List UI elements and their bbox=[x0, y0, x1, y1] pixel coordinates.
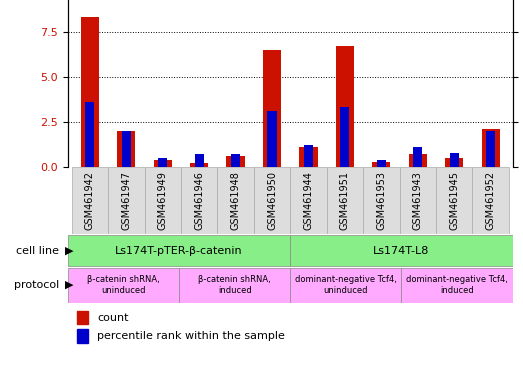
Text: β-catenin shRNA,
induced: β-catenin shRNA, induced bbox=[198, 275, 271, 295]
Bar bbox=[472, 167, 509, 234]
Text: dominant-negative Tcf4,
uninduced: dominant-negative Tcf4, uninduced bbox=[295, 275, 397, 295]
Bar bbox=[158, 158, 167, 167]
Bar bbox=[377, 160, 386, 167]
Text: GSM461953: GSM461953 bbox=[377, 171, 386, 230]
Bar bbox=[231, 154, 240, 167]
Text: GSM461946: GSM461946 bbox=[194, 171, 204, 230]
Bar bbox=[68, 268, 179, 303]
Bar bbox=[486, 131, 495, 167]
Text: GSM461949: GSM461949 bbox=[158, 171, 168, 230]
Text: Ls174T-pTER-β-catenin: Ls174T-pTER-β-catenin bbox=[115, 245, 243, 256]
Bar bbox=[304, 146, 313, 167]
Text: GSM461947: GSM461947 bbox=[121, 171, 131, 230]
Bar bbox=[77, 329, 88, 343]
Bar bbox=[299, 147, 317, 167]
Bar bbox=[267, 111, 277, 167]
Bar bbox=[72, 167, 108, 234]
Bar bbox=[340, 108, 349, 167]
Bar bbox=[290, 235, 513, 266]
Bar bbox=[327, 167, 363, 234]
Bar bbox=[85, 102, 95, 167]
Text: percentile rank within the sample: percentile rank within the sample bbox=[97, 331, 285, 341]
Bar bbox=[154, 160, 172, 167]
Bar bbox=[290, 268, 402, 303]
Text: GSM461948: GSM461948 bbox=[231, 171, 241, 230]
Bar bbox=[450, 152, 459, 167]
Bar bbox=[363, 167, 400, 234]
Bar bbox=[190, 164, 208, 167]
Bar bbox=[179, 268, 290, 303]
Bar bbox=[81, 17, 99, 167]
Text: GSM461951: GSM461951 bbox=[340, 171, 350, 230]
Bar bbox=[68, 235, 290, 266]
Bar bbox=[336, 46, 354, 167]
Bar bbox=[144, 167, 181, 234]
Bar bbox=[218, 167, 254, 234]
Text: ▶: ▶ bbox=[65, 245, 74, 256]
Bar bbox=[402, 268, 513, 303]
Bar bbox=[290, 167, 327, 234]
Bar bbox=[195, 154, 204, 167]
Text: Ls174T-L8: Ls174T-L8 bbox=[373, 245, 429, 256]
Text: dominant-negative Tcf4,
induced: dominant-negative Tcf4, induced bbox=[406, 275, 508, 295]
Bar bbox=[226, 156, 245, 167]
Text: cell line: cell line bbox=[16, 245, 63, 256]
Bar bbox=[372, 162, 391, 167]
Bar bbox=[400, 167, 436, 234]
Text: β-catenin shRNA,
uninduced: β-catenin shRNA, uninduced bbox=[87, 275, 160, 295]
Bar bbox=[122, 131, 131, 167]
Text: GSM461952: GSM461952 bbox=[486, 171, 496, 230]
Text: GSM461950: GSM461950 bbox=[267, 171, 277, 230]
Bar bbox=[77, 311, 88, 324]
Text: GSM461945: GSM461945 bbox=[449, 171, 459, 230]
Bar bbox=[263, 50, 281, 167]
Bar bbox=[254, 167, 290, 234]
Bar bbox=[408, 154, 427, 167]
Text: GSM461944: GSM461944 bbox=[303, 171, 313, 230]
Text: GSM461943: GSM461943 bbox=[413, 171, 423, 230]
Bar bbox=[482, 129, 500, 167]
Bar bbox=[117, 131, 135, 167]
Bar bbox=[413, 147, 423, 167]
Text: GSM461942: GSM461942 bbox=[85, 171, 95, 230]
Bar bbox=[108, 167, 144, 234]
Text: protocol: protocol bbox=[14, 280, 63, 290]
Bar bbox=[445, 158, 463, 167]
Bar bbox=[436, 167, 472, 234]
Text: ▶: ▶ bbox=[65, 280, 74, 290]
Text: count: count bbox=[97, 313, 128, 323]
Bar bbox=[181, 167, 218, 234]
